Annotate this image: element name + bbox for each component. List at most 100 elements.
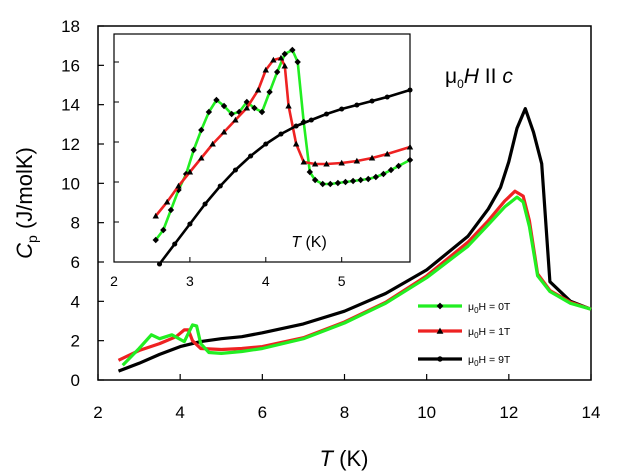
inset-data-point	[407, 87, 413, 93]
inset-data-point	[308, 117, 314, 123]
inset-data-point	[266, 88, 273, 96]
x-tick-label: 12	[499, 403, 518, 422]
inset-data-point	[167, 206, 175, 214]
inset-data-point	[338, 159, 345, 166]
inset-data-point	[270, 56, 277, 63]
inset-data-point	[395, 162, 402, 170]
inset-data-point	[293, 123, 299, 129]
annotation-sub: 0	[457, 77, 464, 91]
inset-data-point	[152, 212, 159, 219]
inset-data-point	[205, 108, 213, 116]
inset-data-point	[368, 154, 376, 161]
inset-data-point	[353, 157, 361, 164]
inset-x-tick-label: 3	[186, 273, 194, 289]
y-tick-label: 4	[71, 292, 80, 311]
inset-data-point	[289, 46, 296, 54]
inset-data-point	[156, 261, 163, 267]
inset-data-point	[277, 54, 285, 61]
inset-data-point	[198, 126, 205, 134]
inset-data-point	[190, 146, 197, 154]
legend-label: μ0H = 1T	[468, 326, 511, 340]
y-tick-label: 12	[61, 135, 80, 154]
y-axis-title-text: Cp (J/molK)	[12, 147, 40, 259]
inset-data-point	[372, 173, 380, 181]
legend-rest: H = 0T	[479, 301, 511, 313]
y-tick-label: 14	[61, 96, 80, 115]
inset-data-point	[220, 102, 228, 110]
legend-rest: H = 1T	[479, 326, 511, 338]
inset-data-point	[281, 62, 288, 69]
x-title-t: T	[320, 446, 335, 471]
inset-data-point	[349, 177, 357, 185]
inset-data-point	[213, 96, 220, 104]
inset-data-point	[319, 180, 326, 188]
inset-data-point	[406, 156, 414, 164]
y-tick-label: 6	[71, 253, 80, 272]
inset-data-point	[323, 160, 330, 167]
annotation-c: c	[502, 65, 513, 88]
inset-data-point	[354, 102, 360, 108]
inset-data-point	[323, 111, 330, 117]
y-tick-label: 18	[61, 17, 80, 36]
legend-sub: 0	[474, 306, 479, 315]
x-tick-label: 10	[417, 403, 436, 422]
inset-data-point	[160, 226, 167, 234]
inset-data-point	[251, 104, 258, 112]
annotation-mu: μ	[445, 65, 457, 88]
x-title-unit: (K)	[333, 446, 368, 471]
inset-data-point	[311, 176, 319, 184]
legend-sub: 0	[474, 359, 479, 368]
inset-data-point	[369, 98, 375, 104]
y-tick-label: 2	[71, 332, 80, 351]
legend-label: μ0H = 9T	[468, 354, 511, 368]
inset-data-point	[339, 106, 345, 112]
inset-x-tick-label: 5	[338, 273, 346, 289]
inset-data-point	[202, 201, 208, 207]
inset-data-point	[273, 68, 281, 76]
inset-data-point	[163, 198, 171, 205]
y-tick-label: 0	[71, 371, 80, 390]
annotation-mid: II	[479, 65, 502, 88]
inset-data-point	[152, 236, 159, 244]
x-tick-label: 14	[582, 403, 601, 422]
x-tick-label: 2	[93, 403, 102, 422]
field-direction-annotation: μ0H II c	[445, 65, 513, 91]
inset-data-point	[209, 140, 216, 147]
main-series-line	[121, 195, 592, 367]
inset-data-point	[186, 168, 194, 175]
inset-data-point	[220, 128, 228, 135]
main-series	[117, 107, 592, 373]
inset-data-point	[294, 58, 301, 66]
inset-x-axis-title: T (K)	[291, 234, 327, 251]
inset-data-point	[278, 131, 284, 137]
inset-ticks: 2 3 4 5	[110, 61, 346, 289]
inset-x-title-unit: (K)	[301, 234, 327, 251]
legend-label: μ0H = 0T	[468, 301, 511, 315]
x-tick-label: 6	[258, 403, 267, 422]
x-tick-label: 4	[175, 403, 184, 422]
x-axis-title: T (K)	[320, 446, 369, 471]
y-axis-title: Cp (J/molK)	[12, 147, 40, 259]
legend-rest: H = 9T	[479, 354, 511, 366]
inset-data-point	[243, 104, 251, 111]
y-tick-label: 10	[61, 174, 80, 193]
legend-mu: μ	[468, 354, 474, 366]
inset-data-point	[258, 108, 266, 116]
inset-data-point	[217, 183, 223, 189]
inset-series	[152, 46, 414, 267]
inset-data-point	[300, 158, 307, 165]
inset-data-point	[311, 160, 319, 167]
inset-data-point	[172, 241, 178, 247]
legend-marker	[436, 327, 444, 334]
legend-marker	[436, 302, 444, 310]
inset-data-point	[232, 167, 238, 173]
inset-data-point	[175, 182, 182, 189]
inset-data-point	[248, 153, 254, 159]
inset-data-point	[187, 221, 193, 227]
inset-data-point	[306, 168, 314, 176]
inset-data-point	[228, 110, 235, 118]
y-tick-label: 8	[71, 214, 80, 233]
